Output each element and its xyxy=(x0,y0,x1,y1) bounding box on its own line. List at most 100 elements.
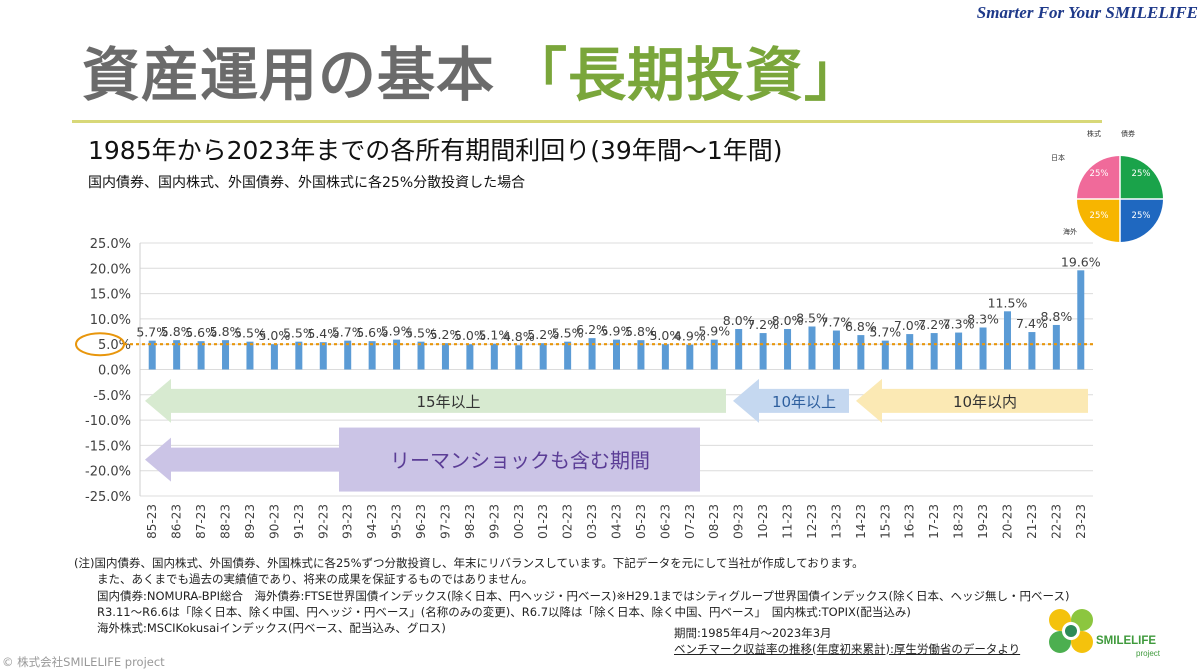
y-tick-label: -10.0% xyxy=(85,414,131,429)
bar xyxy=(1052,324,1060,370)
period-arrow-label: 15年以上 xyxy=(416,393,480,411)
x-tick-label: 13-23 xyxy=(829,504,843,539)
x-tick-label: 99-23 xyxy=(487,504,501,539)
pie-slice-stocks-foreign xyxy=(1077,199,1120,242)
data-label: 5.5% xyxy=(405,326,437,341)
data-label: 6.8% xyxy=(845,319,877,334)
x-tick-label: 87-23 xyxy=(194,504,208,539)
x-tick-label: 01-23 xyxy=(536,504,550,539)
chart-y-axis: 25.0% 20.0% 15.0% 10.0% 5.0% 0.0% -5.0% -10.0% -… xyxy=(75,237,131,505)
pie-axis-label-foreign: 海外 xyxy=(1063,227,1077,236)
data-label: 8.5% xyxy=(796,310,828,325)
x-tick-label: 12-23 xyxy=(805,504,819,539)
chart-subtitle: 1985年から2023年までの各所有期間利回り(39年間〜1年間) xyxy=(88,136,783,165)
x-tick-label: 14-23 xyxy=(854,504,868,539)
bar xyxy=(613,339,620,370)
x-tick-label: 20-23 xyxy=(1000,504,1014,539)
title-underline xyxy=(72,120,1102,123)
bar xyxy=(270,344,278,370)
x-tick-label: 21-23 xyxy=(1025,504,1039,539)
data-label: 7.7% xyxy=(821,315,853,330)
data-label: 7.3% xyxy=(943,317,975,332)
data-label: 4.8% xyxy=(503,329,535,344)
x-tick-label: 03-23 xyxy=(585,504,599,539)
bar xyxy=(955,332,963,370)
x-tick-label: 00-23 xyxy=(512,504,526,539)
data-label: 5.2% xyxy=(527,327,559,342)
bar xyxy=(564,341,572,370)
bar xyxy=(173,340,181,370)
y-tick-label: -25.0% xyxy=(85,490,131,505)
data-label: 5.5% xyxy=(234,326,266,341)
period-arrow-label: 10年以内 xyxy=(953,393,1017,411)
data-label: 5.4% xyxy=(307,326,339,341)
y-tick-label: -20.0% xyxy=(85,465,131,480)
x-tick-label: 93-23 xyxy=(341,504,355,539)
data-label: 5.6% xyxy=(356,325,388,340)
data-label: 5.5% xyxy=(283,326,315,341)
bar xyxy=(515,345,523,370)
footnote-line: 海外株式:MSCIKokusaiインデックス(円ベース、配当込み、グロス) xyxy=(74,621,446,636)
data-label: 5.0% xyxy=(649,328,681,343)
returns-bar-chart: 25.0% 20.0% 15.0% 10.0% 5.0% 0.0% -5.0% -10.0% -… xyxy=(75,237,1101,539)
data-label: 5.9% xyxy=(698,324,730,339)
bar xyxy=(148,340,156,370)
bar xyxy=(246,341,254,370)
x-tick-label: 96-23 xyxy=(414,504,428,539)
y-tick-label: 5.0% xyxy=(98,338,131,353)
footnote-line: また、あくまでも過去の実績値であり、将来の成果を保証するものではありません。 xyxy=(74,572,534,587)
data-label: 5.2% xyxy=(430,327,462,342)
bar xyxy=(881,340,889,370)
bar xyxy=(784,329,792,370)
bar xyxy=(686,344,694,370)
footnote-line: 国内債券:NOMURA-BPI総合 海外債券:FTSE世界国債インデックス(除く… xyxy=(74,588,1070,603)
data-label: 7.4% xyxy=(1016,316,1048,331)
page-title: 資産運用の基本 「長期投資」 xyxy=(82,28,863,112)
bar xyxy=(393,339,401,370)
period-source: ベンチマーク収益率の推移(年度初来累計):厚生労働省のデータより xyxy=(674,641,1021,656)
x-tick-label: 06-23 xyxy=(658,504,672,539)
bar xyxy=(808,326,816,370)
data-label: 6.2% xyxy=(576,322,608,337)
bar xyxy=(979,327,987,370)
x-tick-label: 89-23 xyxy=(243,504,257,539)
data-label: 8.8% xyxy=(1040,309,1072,324)
x-tick-label: 04-23 xyxy=(610,504,624,539)
bar xyxy=(295,341,303,370)
allocation-pie: 25% 25% 25% 25% 株式 債券 日本 海外 xyxy=(1051,129,1164,244)
data-label: 11.5% xyxy=(988,295,1028,310)
x-tick-label: 22-23 xyxy=(1049,504,1063,539)
bar xyxy=(661,344,669,370)
bar xyxy=(857,335,865,370)
data-label: 5.7% xyxy=(869,325,901,340)
data-label: 5.0% xyxy=(454,328,486,343)
bar xyxy=(637,340,645,370)
data-label: 5.8% xyxy=(161,324,193,339)
bar xyxy=(832,330,840,370)
data-label: 7.2% xyxy=(918,317,950,332)
bar xyxy=(197,341,205,370)
period-info: 期間:1985年4月〜2023年3月 ベンチマーク収益率の推移(年度初来累計):… xyxy=(674,626,1020,657)
period-arrow-label: リーマンショックも含む期間 xyxy=(390,449,650,473)
chart-bars xyxy=(148,270,1085,370)
page-title-main: 資産運用の基本 xyxy=(82,41,496,109)
data-label: 7.2% xyxy=(747,317,779,332)
smilelife-logo: SMILELIFE project xyxy=(1049,609,1161,658)
data-label: 19.6% xyxy=(1061,254,1101,269)
bar xyxy=(930,333,938,370)
data-label: 5.8% xyxy=(625,324,657,339)
footnote-line: R3.11〜R6.6は「除く日本、除く中国、円ヘッジ・円ベース」(名称のみの変更… xyxy=(74,604,911,619)
bar xyxy=(368,341,376,370)
bar xyxy=(417,341,425,370)
data-label: 4.9% xyxy=(674,329,706,344)
tagline: Smarter For Your SMILELIFE xyxy=(976,3,1198,22)
pie-label-br: 25% xyxy=(1132,211,1151,221)
bar xyxy=(222,340,230,370)
pie-axis-label-japan: 日本 xyxy=(1051,153,1065,162)
x-tick-label: 97-23 xyxy=(438,504,452,539)
x-tick-label: 07-23 xyxy=(683,504,697,539)
x-tick-label: 98-23 xyxy=(463,504,477,539)
x-tick-label: 94-23 xyxy=(365,504,379,539)
x-tick-label: 09-23 xyxy=(732,504,746,539)
